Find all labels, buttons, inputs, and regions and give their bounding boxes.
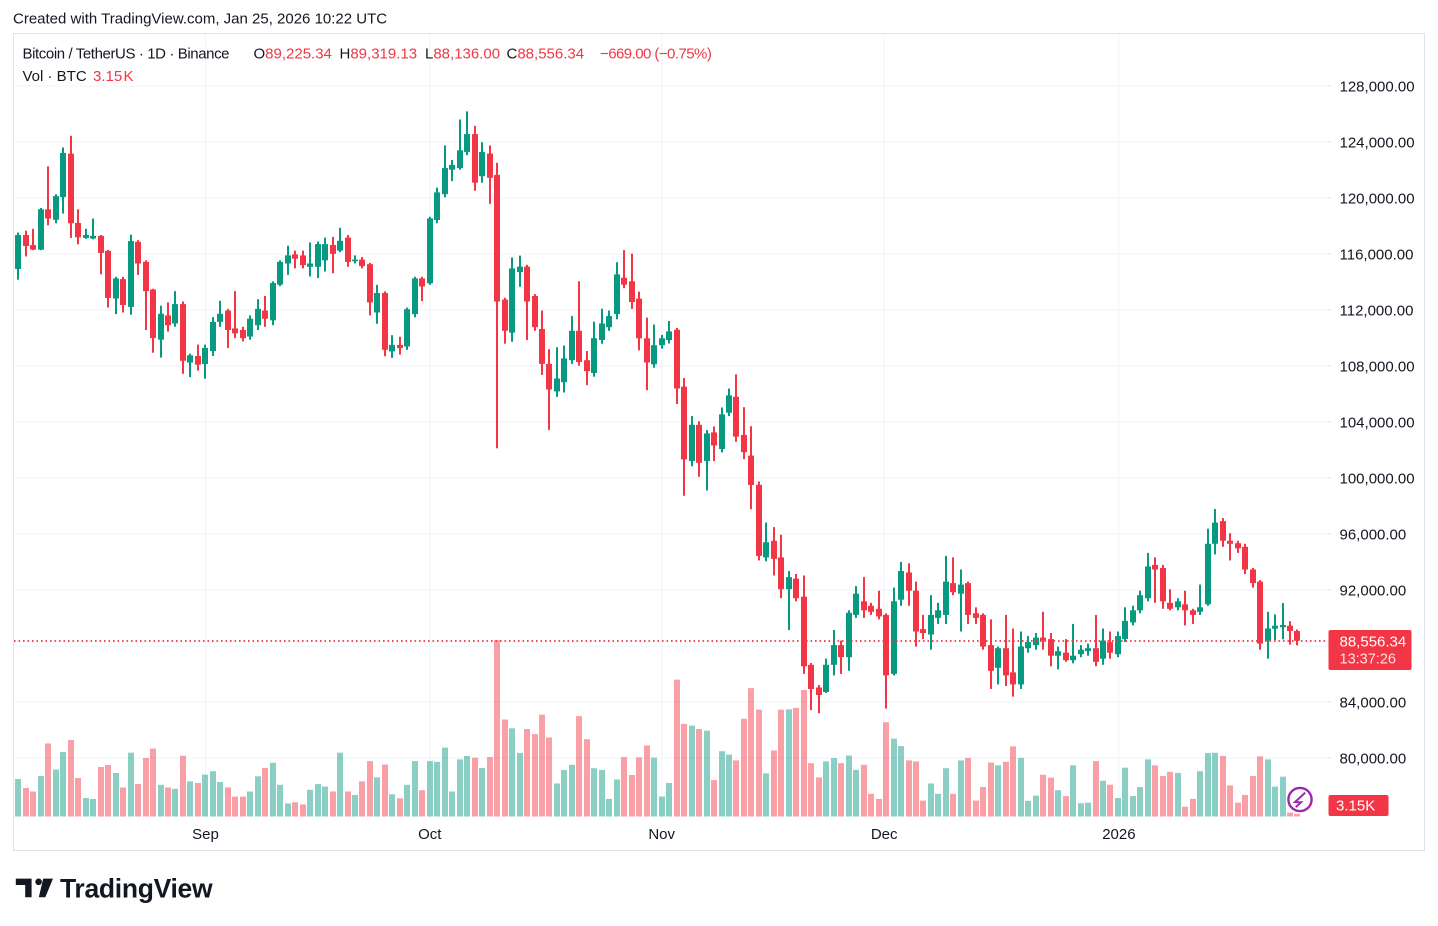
svg-text:13:37:26: 13:37:26 — [1340, 652, 1396, 668]
svg-text:H89,319.13: H89,319.13 — [340, 45, 418, 62]
svg-text:Oct: Oct — [418, 826, 442, 843]
svg-text:104,000.00: 104,000.00 — [1340, 414, 1415, 431]
svg-text:2026: 2026 — [1102, 826, 1135, 843]
svg-text:120,000.00: 120,000.00 — [1340, 190, 1415, 207]
svg-text:128,000.00: 128,000.00 — [1340, 78, 1415, 95]
svg-text:C88,556.34: C88,556.34 — [507, 45, 585, 62]
svg-text:Vol · BTC: Vol · BTC — [23, 68, 87, 85]
svg-text:108,000.00: 108,000.00 — [1340, 358, 1415, 375]
svg-text:112,000.00: 112,000.00 — [1340, 302, 1414, 319]
svg-text:3.15K: 3.15K — [1336, 798, 1375, 815]
svg-text:Sep: Sep — [192, 826, 219, 843]
svg-text:92,000.00: 92,000.00 — [1340, 582, 1407, 599]
svg-text:116,000.00: 116,000.00 — [1340, 246, 1414, 263]
svg-text:100,000.00: 100,000.00 — [1340, 470, 1415, 487]
svg-text:80,000.00: 80,000.00 — [1340, 750, 1407, 767]
svg-text:Nov: Nov — [648, 826, 675, 843]
svg-text:96,000.00: 96,000.00 — [1340, 526, 1407, 543]
svg-text:−669.00 (−0.75%): −669.00 (−0.75%) — [600, 45, 712, 62]
svg-text:L88,136.00: L88,136.00 — [425, 45, 500, 62]
svg-text:84,000.00: 84,000.00 — [1340, 694, 1407, 711]
svg-text:3.15 K: 3.15 K — [93, 68, 133, 85]
svg-text:Bitcoin / TetherUS · 1D · Bina: Bitcoin / TetherUS · 1D · Binance — [23, 45, 230, 62]
svg-text:88,556.34: 88,556.34 — [1340, 634, 1407, 651]
svg-text:Dec: Dec — [871, 826, 898, 843]
svg-text:Created with TradingView.com,: Created with TradingView.com, Jan 25, 20… — [13, 11, 387, 28]
svg-text:124,000.00: 124,000.00 — [1340, 134, 1415, 151]
svg-text:O89,225.34: O89,225.34 — [254, 45, 332, 62]
svg-text:TradingView: TradingView — [60, 874, 213, 904]
